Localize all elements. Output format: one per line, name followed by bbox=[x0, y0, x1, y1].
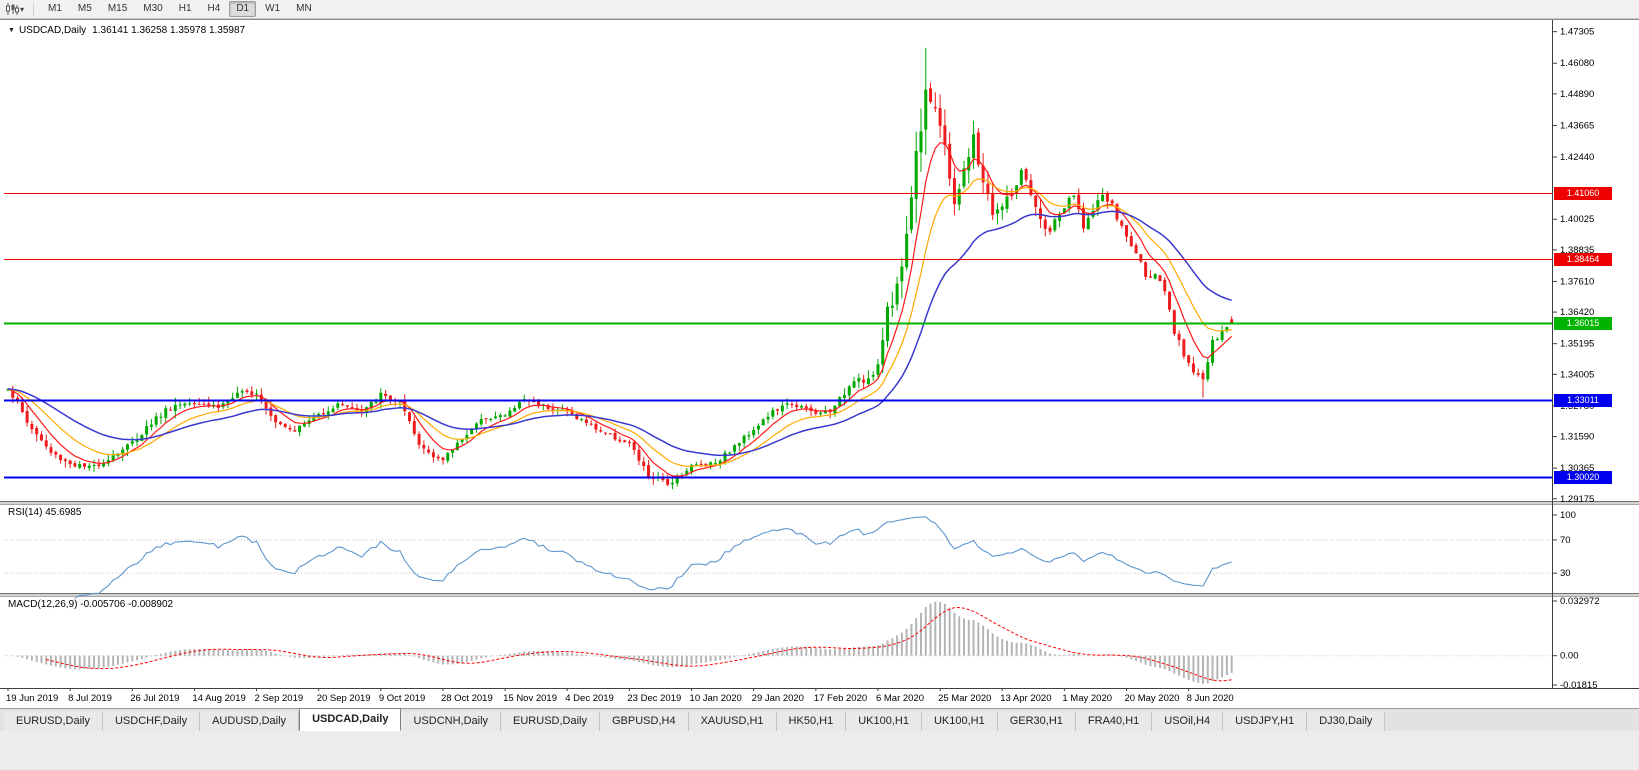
svg-text:8 Jul 2019: 8 Jul 2019 bbox=[68, 693, 112, 704]
chart-tab-usdjpy-h1[interactable]: USDJPY,H1 bbox=[1223, 712, 1308, 731]
chart-tab-usdcnh-daily[interactable]: USDCNH,Daily bbox=[401, 712, 502, 731]
svg-text:28 Oct 2019: 28 Oct 2019 bbox=[441, 693, 493, 704]
chevron-down-icon[interactable]: ▾ bbox=[20, 4, 25, 14]
svg-text:1.44890: 1.44890 bbox=[1560, 89, 1594, 100]
svg-text:26 Jul 2019: 26 Jul 2019 bbox=[130, 693, 179, 704]
timeframe-button-m30[interactable]: M30 bbox=[143, 3, 163, 14]
chart-tab-xauusd-h1[interactable]: XAUUSD,H1 bbox=[688, 712, 777, 731]
chart-tab-eurusd-daily[interactable]: EURUSD,Daily bbox=[4, 712, 103, 731]
svg-text:1.47305: 1.47305 bbox=[1560, 27, 1594, 38]
svg-text:14 Aug 2019: 14 Aug 2019 bbox=[192, 693, 245, 704]
svg-text:70: 70 bbox=[1560, 535, 1571, 546]
svg-text:1.29175: 1.29175 bbox=[1560, 494, 1594, 505]
svg-text:1.31590: 1.31590 bbox=[1560, 432, 1594, 443]
chart-tab-bar: EURUSD,Daily USDCHF,Daily AUDUSD,Daily USDC… bbox=[0, 708, 1639, 731]
timeframe-button-m5[interactable]: M5 bbox=[77, 3, 92, 14]
timeframe-button-h4[interactable]: H4 bbox=[207, 3, 221, 14]
chart-tab-ger30-h1[interactable]: GER30,H1 bbox=[997, 712, 1076, 731]
svg-text:1.40025: 1.40025 bbox=[1560, 214, 1594, 225]
bottom-filler bbox=[0, 731, 1639, 770]
svg-text:23 Dec 2019: 23 Dec 2019 bbox=[627, 693, 681, 704]
timeframe-button-m15[interactable]: M15 bbox=[107, 3, 128, 14]
chart-tab-uk100-h1[interactable]: UK100,H1 bbox=[846, 712, 922, 731]
svg-text:1.36420: 1.36420 bbox=[1560, 307, 1594, 318]
svg-text:2 Sep 2019: 2 Sep 2019 bbox=[255, 693, 304, 704]
svg-text:19 Jun 2019: 19 Jun 2019 bbox=[6, 693, 58, 704]
chart-tab-eurusd-daily[interactable]: EURUSD,Daily bbox=[501, 712, 600, 731]
svg-text:1.46080: 1.46080 bbox=[1560, 58, 1594, 69]
svg-text:20 May 2020: 20 May 2020 bbox=[1125, 693, 1180, 704]
svg-text:1.38835: 1.38835 bbox=[1560, 245, 1594, 256]
svg-text:1.35195: 1.35195 bbox=[1560, 339, 1594, 350]
svg-text:-0.01815: -0.01815 bbox=[1560, 680, 1598, 691]
svg-text:13 Apr 2020: 13 Apr 2020 bbox=[1000, 693, 1051, 704]
svg-text:30: 30 bbox=[1560, 568, 1571, 579]
svg-text:100: 100 bbox=[1560, 510, 1576, 521]
timeframe-button-d1[interactable]: D1 bbox=[229, 1, 257, 17]
chart-tab-usdchf-daily[interactable]: USDCHF,Daily bbox=[102, 712, 201, 731]
timeframe-buttons: M1 M5 M15 M30 H1 H4 D1 W1 MN bbox=[40, 1, 320, 17]
svg-text:29 Jan 2020: 29 Jan 2020 bbox=[752, 693, 804, 704]
timeframe-button-mn[interactable]: MN bbox=[296, 3, 312, 14]
svg-text:0.032972: 0.032972 bbox=[1560, 596, 1600, 607]
svg-text:10 Jan 2020: 10 Jan 2020 bbox=[690, 693, 742, 704]
svg-text:25 Mar 2020: 25 Mar 2020 bbox=[938, 693, 991, 704]
chart-tab-hk50-h1[interactable]: HK50,H1 bbox=[776, 712, 847, 731]
chart-tab-usoil-h4[interactable]: USOil,H4 bbox=[1152, 712, 1224, 731]
candlestick-chart-icon[interactable] bbox=[5, 3, 19, 15]
svg-text:1.42440: 1.42440 bbox=[1560, 152, 1594, 163]
svg-text:15 Nov 2019: 15 Nov 2019 bbox=[503, 693, 557, 704]
chart-tab-uk100-h1[interactable]: UK100,H1 bbox=[921, 712, 998, 731]
svg-text:0.00: 0.00 bbox=[1560, 651, 1579, 662]
svg-text:1.43665: 1.43665 bbox=[1560, 120, 1594, 131]
svg-text:1.37610: 1.37610 bbox=[1560, 276, 1594, 287]
svg-text:9 Oct 2019: 9 Oct 2019 bbox=[379, 693, 425, 704]
svg-text:1.30365: 1.30365 bbox=[1560, 463, 1594, 474]
timeframe-button-m1[interactable]: M1 bbox=[48, 3, 62, 14]
svg-text:1.34005: 1.34005 bbox=[1560, 369, 1594, 380]
svg-text:1 May 2020: 1 May 2020 bbox=[1062, 693, 1112, 704]
chart-tab-fra40-h1[interactable]: FRA40,H1 bbox=[1075, 712, 1153, 731]
timeframe-toolbar: ▾ M1 M5 M15 M30 H1 H4 D1 W1 MN bbox=[0, 0, 1639, 19]
timeframe-button-w1[interactable]: W1 bbox=[265, 3, 281, 14]
chart-canvas[interactable]: 1.47305 1.46080 1.44890 1.43665 1.42440 1.400… bbox=[0, 20, 1639, 708]
svg-text:17 Feb 2020: 17 Feb 2020 bbox=[814, 693, 867, 704]
svg-text:1.32780: 1.32780 bbox=[1560, 401, 1594, 412]
chart-window[interactable]: 1.47305 1.46080 1.44890 1.43665 1.42440 1.400… bbox=[0, 19, 1639, 708]
chart-tab-gbpusd-h4[interactable]: GBPUSD,H4 bbox=[600, 712, 689, 731]
timeframe-button-h1[interactable]: H1 bbox=[178, 3, 192, 14]
chart-tab-usdcad-daily[interactable]: USDCAD,Daily bbox=[299, 708, 402, 731]
svg-text:6 Mar 2020: 6 Mar 2020 bbox=[876, 693, 924, 704]
svg-text:4 Dec 2019: 4 Dec 2019 bbox=[565, 693, 614, 704]
chart-tab-audusd-daily[interactable]: AUDUSD,Daily bbox=[200, 712, 300, 731]
chart-tab-dj30-daily[interactable]: DJ30,Daily bbox=[1307, 712, 1386, 731]
toolbar-separator bbox=[33, 2, 35, 16]
svg-text:20 Sep 2019: 20 Sep 2019 bbox=[317, 693, 371, 704]
svg-text:8 Jun 2020: 8 Jun 2020 bbox=[1187, 693, 1234, 704]
